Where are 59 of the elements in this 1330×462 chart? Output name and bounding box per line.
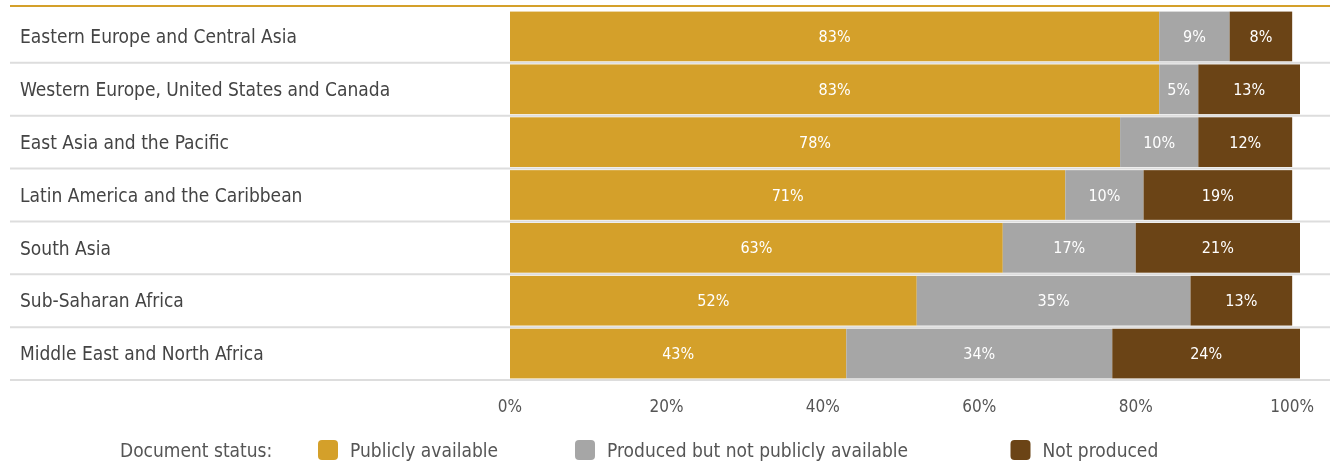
data-label: 10% <box>1088 185 1121 205</box>
x-tick-label: 80% <box>1118 395 1153 416</box>
data-label: 9% <box>1182 27 1206 47</box>
bar <box>1112 328 1300 379</box>
data-label: 13% <box>1233 79 1266 99</box>
bar <box>1002 223 1136 273</box>
bar <box>510 275 917 326</box>
bar <box>846 328 1113 379</box>
x-tick-label: 100% <box>1270 395 1315 416</box>
data-label: 19% <box>1201 185 1234 205</box>
bar <box>1143 170 1293 220</box>
bar <box>1229 11 1293 62</box>
data-label: 17% <box>1053 238 1086 258</box>
data-label: 43% <box>662 344 695 364</box>
bar <box>916 275 1191 326</box>
data-label: 24% <box>1190 344 1223 364</box>
data-label: 21% <box>1201 238 1234 258</box>
bar <box>1159 11 1230 62</box>
data-label: 71% <box>771 185 804 205</box>
y-tick-label: South Asia <box>20 236 111 259</box>
bar <box>510 11 1160 62</box>
bar <box>510 223 1003 273</box>
y-tick-label: East Asia and the Pacific <box>20 130 229 153</box>
bar <box>1065 170 1144 220</box>
data-label: 35% <box>1037 291 1070 311</box>
bar <box>510 64 1160 115</box>
y-tick-label: Western Europe, United States and Canada <box>20 77 391 100</box>
data-label: 34% <box>963 344 996 364</box>
bar <box>510 328 847 379</box>
y-tick-label: Middle East and North Africa <box>20 342 264 365</box>
data-label: 83% <box>818 27 851 47</box>
x-tick-label: 60% <box>962 395 997 416</box>
legend-label: Publicly available <box>350 438 499 461</box>
data-label: 8% <box>1249 27 1273 47</box>
data-label: 13% <box>1225 291 1258 311</box>
bar <box>510 170 1066 220</box>
bar <box>510 117 1121 167</box>
data-label: 5% <box>1167 79 1191 99</box>
y-tick-label: Sub-Saharan Africa <box>20 289 184 312</box>
data-label: 78% <box>799 132 832 152</box>
bar <box>1159 64 1199 115</box>
data-label: 63% <box>740 238 773 258</box>
data-label: 12% <box>1229 132 1262 152</box>
bar <box>1135 223 1300 273</box>
data-label: 52% <box>697 291 730 311</box>
x-tick-label: 40% <box>805 395 840 416</box>
legend-label: Not produced <box>1042 438 1159 461</box>
legend-title: Document status: <box>120 438 273 461</box>
bar <box>1120 117 1199 167</box>
y-tick-label: Eastern Europe and Central Asia <box>20 25 297 48</box>
y-tick-label: Latin America and the Caribbean <box>20 183 303 206</box>
bar <box>1190 275 1293 326</box>
bar <box>1198 64 1300 115</box>
x-tick-label: 20% <box>649 395 684 416</box>
x-tick-label: 0% <box>497 395 523 416</box>
data-label: 10% <box>1143 132 1176 152</box>
data-label: 83% <box>818 79 851 99</box>
legend-label: Produced but not publicly available <box>607 438 909 461</box>
bar <box>1198 117 1293 167</box>
